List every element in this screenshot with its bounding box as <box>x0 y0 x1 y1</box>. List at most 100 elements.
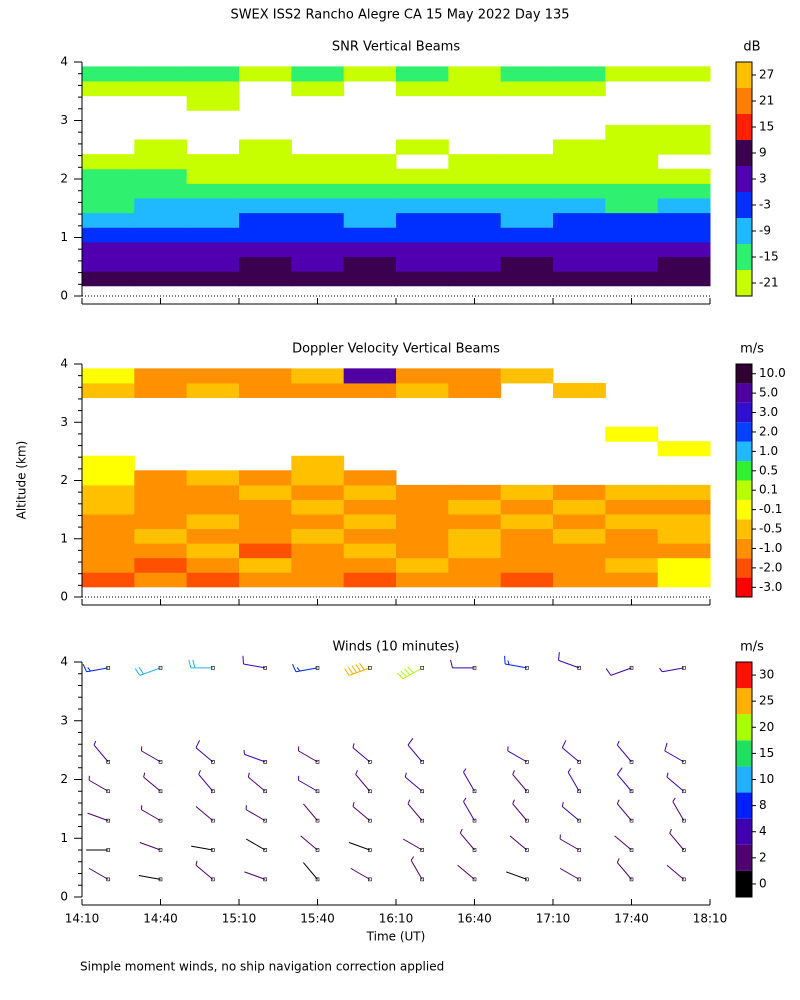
heat-cell <box>605 256 659 272</box>
barb-station <box>158 818 163 823</box>
barb-station <box>420 666 424 670</box>
heat-cell <box>239 256 292 272</box>
heat-cell <box>396 139 449 155</box>
wind-barb <box>459 828 475 851</box>
colorbar-tick-label: 10.0 <box>759 366 786 380</box>
heat-cell <box>500 198 554 214</box>
heat-cell <box>396 572 449 588</box>
wind-barb <box>559 867 580 880</box>
heat-cell <box>657 241 711 258</box>
heat-cell <box>82 198 135 214</box>
y-tick-label: 4 <box>60 357 68 371</box>
heat-cell <box>343 241 397 258</box>
heat-cell <box>605 528 659 544</box>
barb-station <box>629 818 634 823</box>
heat-cell <box>448 241 502 258</box>
heat-cell <box>134 484 188 500</box>
heat-cell <box>82 154 135 170</box>
colorbar-band <box>736 499 752 520</box>
barb-station <box>315 760 320 764</box>
heat-cell <box>186 543 240 559</box>
wind-barb <box>605 667 632 676</box>
heat-cell <box>291 543 345 559</box>
colorbar-band <box>736 519 752 539</box>
heat-cell <box>186 513 240 530</box>
footnote: Simple moment winds, no ship navigation … <box>80 960 444 974</box>
wind-barb <box>140 746 161 763</box>
heat-cell <box>605 168 659 184</box>
barb-station <box>629 760 634 764</box>
colorbar-tick-label: 0.1 <box>759 483 778 497</box>
heat-cell <box>239 528 292 544</box>
barb-station <box>682 877 686 882</box>
heat-cell <box>396 212 449 228</box>
x-tick-label: 18:10 <box>693 912 728 926</box>
heat-cell <box>82 484 135 500</box>
heat-cell <box>239 543 292 559</box>
heat-cell <box>396 543 449 559</box>
heat-cell <box>448 513 502 530</box>
barb-station <box>315 818 320 823</box>
barb-station <box>368 760 372 764</box>
heat-cell <box>134 183 188 199</box>
heat-cell <box>396 513 449 530</box>
heat-cell <box>82 513 135 530</box>
heat-cell <box>657 499 711 515</box>
heat-cell <box>134 382 188 398</box>
barb-station <box>368 848 372 852</box>
barb-station <box>682 666 686 670</box>
heat-cell <box>343 256 397 272</box>
heat-cell <box>291 513 345 530</box>
heat-cell <box>605 227 659 243</box>
heat-cell <box>343 198 397 214</box>
heat-cell <box>396 271 449 287</box>
heat-cell <box>186 95 240 111</box>
colorbar-tick-label: 3 <box>759 172 767 186</box>
heat-cell <box>239 470 292 486</box>
wind-barb <box>404 772 423 792</box>
barb-station <box>263 877 267 882</box>
wind-barb <box>302 862 318 880</box>
heat-cell <box>134 154 188 170</box>
x-axis-label: Time (UT) <box>366 930 426 944</box>
heat-cell <box>500 499 554 515</box>
heat-cell <box>500 168 554 184</box>
y-axis-label: Altitude (km) <box>15 441 29 520</box>
barb-station <box>158 760 163 764</box>
heat-cell <box>553 382 606 398</box>
heat-cell <box>291 470 345 486</box>
barb-station <box>158 789 163 794</box>
barb-station <box>158 666 163 670</box>
wind-barb <box>567 768 580 792</box>
wind-barb <box>509 835 528 851</box>
wind-barb <box>247 772 266 792</box>
heat-cell <box>343 572 397 588</box>
heat-cell <box>82 256 135 272</box>
heat-cell <box>134 139 188 155</box>
wind-barb <box>463 797 475 821</box>
colorbar-tick-label: -3 <box>759 198 771 212</box>
heat-cell <box>605 124 659 141</box>
wind-barb <box>561 740 580 763</box>
heat-cell <box>448 183 502 199</box>
heat-cell <box>553 543 606 559</box>
heat-cell <box>186 484 240 500</box>
barb-station <box>315 789 320 794</box>
heat-cell <box>448 484 502 500</box>
barb-station <box>315 666 320 670</box>
heat-cell <box>657 271 711 287</box>
wind-barb <box>672 797 685 821</box>
heat-cell <box>186 183 240 199</box>
heat-cell <box>343 66 397 82</box>
y-tick-label: 1 <box>60 531 68 545</box>
wind-barb <box>616 799 632 821</box>
heat-cell <box>291 66 345 82</box>
heat-cell <box>553 528 606 544</box>
wind-barb <box>302 803 318 821</box>
heat-cell <box>553 81 606 97</box>
wind-barb <box>507 746 528 763</box>
heat-cell <box>134 212 188 228</box>
heat-cell <box>343 168 397 184</box>
wind-barb <box>93 740 109 763</box>
